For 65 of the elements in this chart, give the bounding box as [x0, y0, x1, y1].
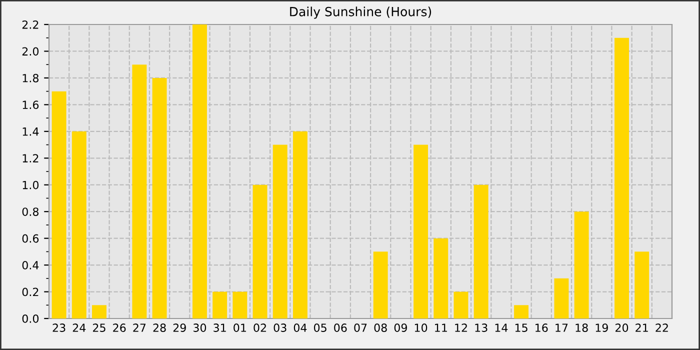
x-tick-label: 23: [52, 324, 66, 332]
bar: [554, 278, 569, 318]
x-tick-label: 03: [274, 324, 286, 332]
x-tick-label: 17: [556, 324, 568, 332]
x-tick-label: 10: [414, 324, 428, 332]
bar: [212, 292, 228, 318]
x-tick-label: 22: [656, 324, 668, 332]
y-tick-label: 0.2: [22, 288, 38, 296]
x-tick-label: 21: [636, 324, 648, 332]
y-tick-label: 1.6: [22, 100, 39, 110]
y-tick-label: 1.0: [22, 180, 39, 190]
x-tick-label: 08: [374, 324, 387, 332]
y-tick-label: 2.0: [22, 47, 39, 56]
x-tick-label: 26: [113, 324, 126, 332]
y-tick-label: 0.6: [22, 234, 39, 243]
bar: [454, 292, 468, 318]
x-tick-label: 12: [455, 324, 467, 332]
bar: [373, 252, 388, 318]
x-tick-label: 11: [435, 324, 447, 332]
y-tick-label: 2.2: [22, 20, 38, 29]
x-tick-label: 15: [515, 324, 528, 332]
bar: [232, 292, 248, 318]
x-tick-label: 24: [72, 324, 86, 332]
y-tick-label: 1.2: [22, 154, 38, 162]
x-tick-label: 02: [254, 324, 266, 332]
x-tick-label: 30: [194, 324, 206, 332]
bar: [414, 144, 428, 318]
x-tick-label: 27: [133, 324, 146, 332]
bar: [252, 184, 268, 318]
x-tick-label: 29: [173, 324, 186, 332]
y-tick-label: 1.4: [22, 128, 39, 136]
y-tick-label: 0.8: [22, 208, 39, 216]
y-tick-label: 0.0: [22, 314, 39, 323]
bar: [152, 78, 167, 318]
x-tick-label: 04: [294, 324, 307, 332]
bar: [634, 252, 650, 318]
x-tick-label: 06: [334, 324, 347, 332]
x-tick-label: 13: [475, 324, 488, 332]
bar: [434, 238, 448, 318]
y-tick-label: 0.4: [22, 261, 39, 270]
bar: [474, 184, 488, 318]
x-tick-label: 14: [495, 324, 508, 332]
bar: [272, 144, 288, 318]
x-tick-label: 19: [596, 324, 608, 332]
x-tick-label: 18: [576, 324, 588, 332]
x-tick-label: 05: [314, 324, 326, 332]
bar: [52, 91, 66, 318]
bar: [614, 38, 629, 318]
x-tick-label: 31: [214, 324, 226, 332]
x-tick-label: 01: [234, 324, 246, 332]
bar: [574, 212, 589, 318]
x-tick-label: 20: [616, 324, 628, 332]
chart-title: Daily Sunshine (Hours): [290, 6, 432, 19]
x-tick-label: 09: [394, 324, 407, 332]
x-tick-label: 28: [153, 324, 166, 332]
x-tick-label: 25: [92, 324, 106, 332]
bar: [292, 131, 308, 318]
x-tick-label: 07: [354, 324, 367, 332]
bar: [72, 131, 86, 318]
bar: [514, 305, 529, 318]
bar: [132, 64, 147, 318]
y-tick-label: 1.8: [22, 74, 39, 82]
bar: [192, 24, 207, 318]
bar: [92, 305, 106, 318]
x-tick-label: 16: [536, 324, 548, 332]
